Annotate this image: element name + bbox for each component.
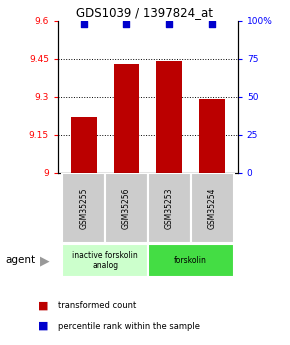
Point xyxy=(167,21,172,27)
FancyBboxPatch shape xyxy=(105,172,148,243)
Text: GDS1039 / 1397824_at: GDS1039 / 1397824_at xyxy=(77,6,213,19)
Text: GSM35254: GSM35254 xyxy=(208,187,217,229)
Text: ■: ■ xyxy=(38,321,48,331)
Text: transformed count: transformed count xyxy=(58,301,136,310)
Text: ■: ■ xyxy=(38,300,48,310)
Text: forskolin: forskolin xyxy=(174,256,207,265)
FancyBboxPatch shape xyxy=(62,172,105,243)
Text: percentile rank within the sample: percentile rank within the sample xyxy=(58,322,200,331)
Text: inactive forskolin
analog: inactive forskolin analog xyxy=(72,251,138,270)
Bar xyxy=(71,117,97,172)
Bar xyxy=(114,64,139,172)
Point xyxy=(124,21,129,27)
FancyBboxPatch shape xyxy=(148,244,233,277)
Bar xyxy=(199,99,225,172)
FancyBboxPatch shape xyxy=(191,172,233,243)
Text: GSM35253: GSM35253 xyxy=(165,187,174,229)
Text: GSM35256: GSM35256 xyxy=(122,187,131,229)
FancyBboxPatch shape xyxy=(62,244,148,277)
Text: agent: agent xyxy=(6,256,36,265)
Point xyxy=(81,21,86,27)
Point xyxy=(210,21,214,27)
Bar xyxy=(157,61,182,172)
Text: GSM35255: GSM35255 xyxy=(79,187,88,229)
Text: ▶: ▶ xyxy=(40,254,50,267)
FancyBboxPatch shape xyxy=(148,172,191,243)
